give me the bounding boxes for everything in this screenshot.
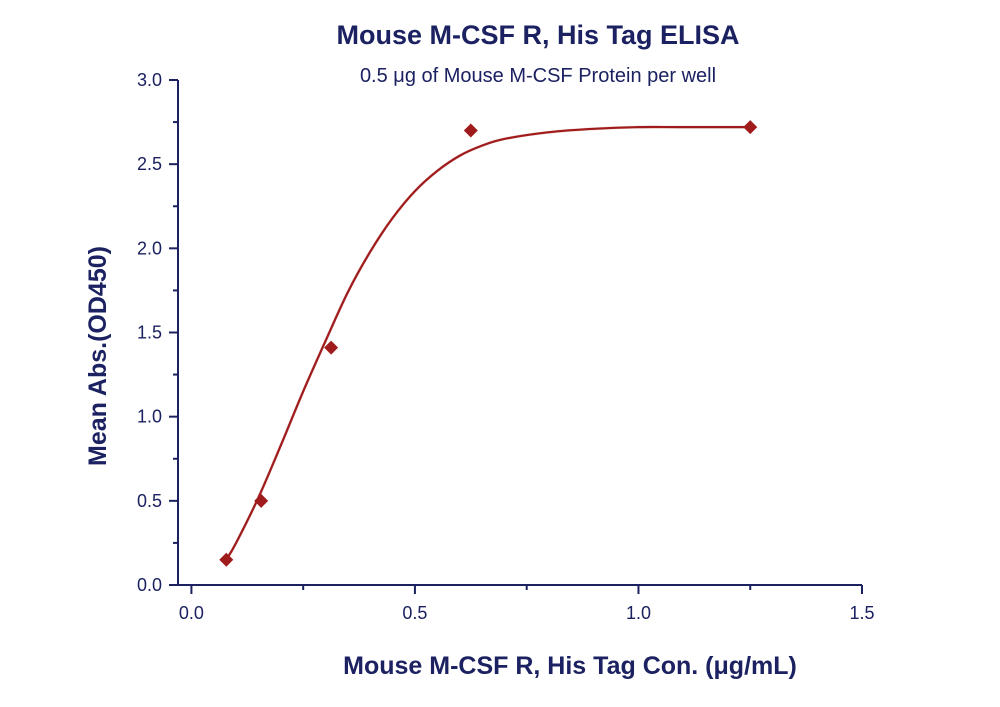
axes: 0.0 0.5 1.0 1.5 2.0 2.5 3.0 0.0 0.5 1.0 1.5 (137, 70, 875, 623)
data-points-layer (219, 120, 758, 567)
fit-curve-layer (224, 125, 751, 561)
y-tick-label: 3.0 (137, 70, 162, 90)
data-point (463, 123, 478, 138)
data-point (324, 340, 339, 355)
fit-curve (225, 125, 751, 561)
x-tick-label: 0.5 (402, 603, 427, 623)
fit-curve-glow (224, 125, 751, 561)
x-tick-label: 1.0 (626, 603, 651, 623)
chart-title: Mouse M-CSF R, His Tag ELISA (336, 20, 739, 50)
y-tick-label: 0.5 (137, 491, 162, 511)
chart-subtitle: 0.5 μg of Mouse M-CSF Protein per well (360, 65, 716, 87)
y-tick-label: 0.0 (137, 575, 162, 595)
y-tick-label: 1.0 (137, 407, 162, 427)
y-axis-label: Mean Abs.(OD450) (84, 246, 112, 466)
data-point (743, 120, 758, 135)
y-tick-label: 2.5 (137, 154, 162, 174)
data-point (254, 493, 269, 508)
x-tick-label: 1.5 (849, 603, 874, 623)
data-point (219, 552, 234, 567)
y-tick-label: 1.5 (137, 323, 162, 343)
x-tick-label: 0.0 (179, 603, 204, 623)
y-tick-label: 2.0 (137, 238, 162, 258)
x-axis-label: Mouse M-CSF R, His Tag Con. (μg/mL) (343, 652, 797, 680)
